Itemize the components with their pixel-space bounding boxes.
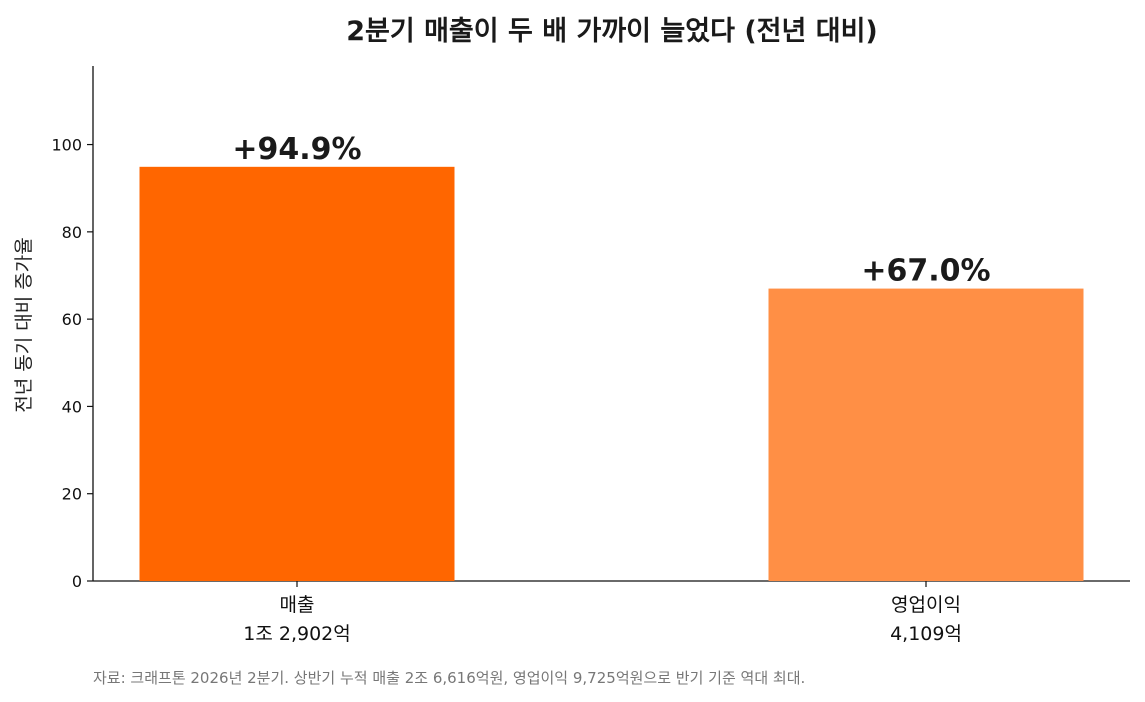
y-tick-label: 80 [62, 223, 82, 242]
x-tick-sublabel: 4,109억 [890, 623, 962, 645]
plot-area: 0 20 40 60 80 100 +94.9% 매출 1조 2,902억 +67.0% 영업이익 4… [51, 66, 1130, 645]
data-label: +94.9% [232, 132, 361, 167]
x-tick-label: 영업이익 [891, 594, 961, 616]
y-tick-label: 0 [72, 572, 82, 591]
y-axis-label: 전년 동기 대비 증가율 [13, 237, 35, 412]
y-tick-label: 60 [62, 310, 82, 329]
y-tick-label: 100 [51, 136, 82, 155]
chart-title: 2분기 매출이 두 배 가까이 늘었다 (전년 대비) [346, 16, 878, 47]
bar [139, 166, 455, 581]
y-tick-label: 40 [62, 397, 82, 416]
y-tick-label: 20 [62, 485, 82, 504]
data-label: +67.0% [861, 254, 990, 289]
bar [768, 288, 1084, 581]
x-tick-label: 매출 [280, 594, 315, 616]
x-tick-sublabel: 1조 2,902억 [243, 623, 350, 645]
source-note: 자료: 크래프톤 2026년 2분기. 상반기 누적 매출 2조 6,616억원… [93, 669, 805, 687]
